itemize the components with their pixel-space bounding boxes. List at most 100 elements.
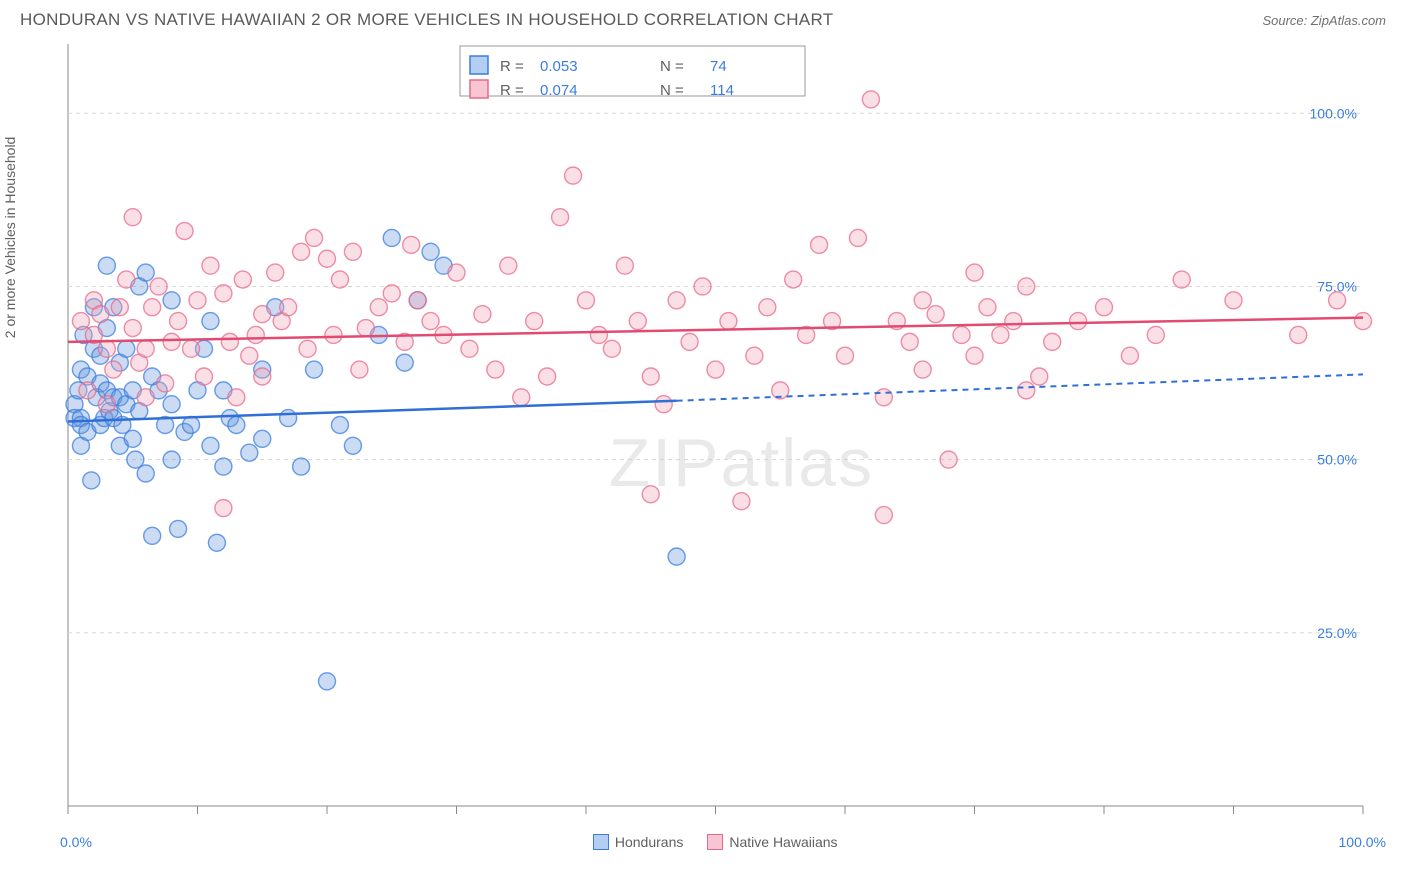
scatter-point xyxy=(202,257,219,274)
scatter-point xyxy=(1225,292,1242,309)
series-legend: Hondurans Native Hawaiians xyxy=(593,834,838,850)
scatter-point xyxy=(293,458,310,475)
scatter-point xyxy=(163,292,180,309)
chart-header: HONDURAN VS NATIVE HAWAIIAN 2 OR MORE VE… xyxy=(0,0,1406,36)
x-axis-min-label: 0.0% xyxy=(60,834,92,850)
scatter-point xyxy=(241,347,258,364)
scatter-point xyxy=(875,389,892,406)
scatter-point xyxy=(208,534,225,551)
svg-text:R =: R = xyxy=(500,58,524,75)
legend-item: Native Hawaiians xyxy=(707,834,837,850)
scatter-point xyxy=(1290,326,1307,343)
x-axis-legend-row: 0.0% Hondurans Native Hawaiians 100.0% xyxy=(0,826,1406,850)
scatter-point xyxy=(992,326,1009,343)
scatter-point xyxy=(150,278,167,295)
scatter-point xyxy=(811,236,828,253)
scatter-point xyxy=(299,340,316,357)
scatter-point xyxy=(979,299,996,316)
scatter-point xyxy=(733,493,750,510)
svg-text:100.0%: 100.0% xyxy=(1310,105,1357,121)
x-axis-max-label: 100.0% xyxy=(1339,834,1386,850)
scatter-point xyxy=(344,243,361,260)
scatter-point xyxy=(616,257,633,274)
scatter-point xyxy=(1173,271,1190,288)
scatter-point xyxy=(72,313,89,330)
scatter-point xyxy=(247,326,264,343)
scatter-point xyxy=(331,417,348,434)
scatter-point xyxy=(966,347,983,364)
scatter-point xyxy=(124,209,141,226)
scatter-point xyxy=(487,361,504,378)
scatter-point xyxy=(357,320,374,337)
scatter-point xyxy=(422,313,439,330)
scatter-point xyxy=(157,375,174,392)
scatter-point xyxy=(1070,313,1087,330)
scatter-point xyxy=(409,292,426,309)
scatter-point xyxy=(254,368,271,385)
scatter-point xyxy=(914,361,931,378)
svg-text:R =: R = xyxy=(500,82,524,99)
scatter-point xyxy=(1329,292,1346,309)
scatter-point xyxy=(137,340,154,357)
svg-text:0.053: 0.053 xyxy=(540,58,578,75)
scatter-point xyxy=(280,299,297,316)
stats-swatch xyxy=(470,80,488,98)
scatter-point xyxy=(79,382,96,399)
scatter-point xyxy=(202,313,219,330)
scatter-point xyxy=(254,306,271,323)
scatter-point xyxy=(629,313,646,330)
scatter-point xyxy=(642,368,659,385)
legend-label: Native Hawaiians xyxy=(729,834,837,850)
scatter-point xyxy=(144,299,161,316)
scatter-point xyxy=(694,278,711,295)
legend-swatch xyxy=(593,834,609,850)
scatter-point xyxy=(92,306,109,323)
scatter-point xyxy=(526,313,543,330)
chart-container: 2 or more Vehicles in Household 25.0%50.… xyxy=(20,36,1386,826)
svg-text:N =: N = xyxy=(660,82,684,99)
scatter-point xyxy=(170,313,187,330)
scatter-point xyxy=(940,451,957,468)
scatter-point xyxy=(914,292,931,309)
scatter-point xyxy=(590,326,607,343)
scatter-point xyxy=(1005,313,1022,330)
correlation-scatter-chart: 25.0%50.0%75.0%100.0%ZIPatlasR =0.053N =… xyxy=(20,36,1386,826)
stats-swatch xyxy=(470,56,488,74)
scatter-point xyxy=(1147,326,1164,343)
scatter-point xyxy=(228,389,245,406)
scatter-point xyxy=(746,347,763,364)
scatter-point xyxy=(137,389,154,406)
scatter-point xyxy=(137,465,154,482)
scatter-point xyxy=(144,527,161,544)
scatter-point xyxy=(720,313,737,330)
scatter-point xyxy=(707,361,724,378)
scatter-point xyxy=(837,347,854,364)
scatter-point xyxy=(500,257,517,274)
scatter-point xyxy=(552,209,569,226)
chart-title: HONDURAN VS NATIVE HAWAIIAN 2 OR MORE VE… xyxy=(20,10,833,30)
scatter-point xyxy=(183,340,200,357)
scatter-point xyxy=(396,354,413,371)
scatter-point xyxy=(319,673,336,690)
scatter-point xyxy=(565,167,582,184)
scatter-point xyxy=(280,410,297,427)
svg-text:0.074: 0.074 xyxy=(540,82,578,99)
scatter-point xyxy=(254,430,271,447)
scatter-point xyxy=(1096,299,1113,316)
scatter-point xyxy=(862,91,879,108)
scatter-point xyxy=(105,361,122,378)
scatter-point xyxy=(901,333,918,350)
legend-label: Hondurans xyxy=(615,834,684,850)
svg-text:25.0%: 25.0% xyxy=(1317,625,1357,641)
svg-text:N =: N = xyxy=(660,58,684,75)
scatter-point xyxy=(163,451,180,468)
scatter-point xyxy=(953,326,970,343)
scatter-point xyxy=(966,264,983,281)
scatter-point xyxy=(513,389,530,406)
scatter-point xyxy=(98,340,115,357)
scatter-point xyxy=(221,333,238,350)
scatter-point xyxy=(1031,368,1048,385)
scatter-point xyxy=(202,437,219,454)
scatter-point xyxy=(111,299,128,316)
scatter-point xyxy=(83,472,100,489)
